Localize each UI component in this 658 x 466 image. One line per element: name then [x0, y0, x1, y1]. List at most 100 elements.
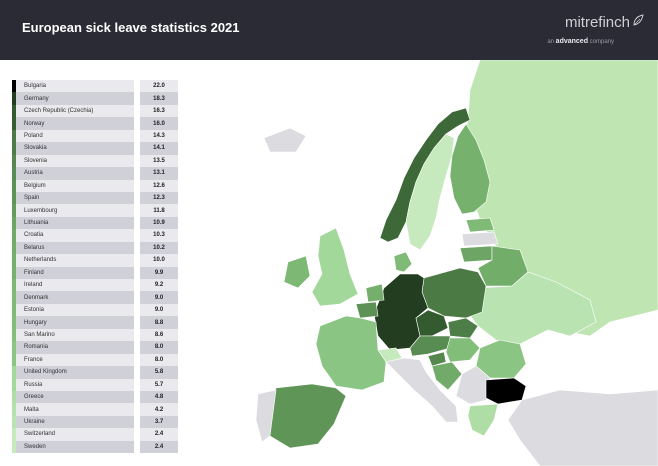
table-row: Ireland 9.2	[12, 279, 184, 292]
country-name: Austria	[16, 167, 134, 180]
country-name: Denmark	[16, 291, 134, 304]
country-name: Malta	[16, 403, 134, 416]
country-name: Sweden	[16, 440, 134, 454]
color-swatch	[12, 366, 16, 379]
country-france	[315, 315, 387, 391]
country-latvia	[461, 231, 499, 247]
color-swatch	[12, 341, 16, 354]
country-united-kingdom	[311, 227, 359, 307]
table-row: Belarus 10.2	[12, 241, 184, 255]
country-iceland	[263, 127, 307, 153]
color-swatch	[12, 167, 16, 180]
europe-map	[255, 60, 658, 466]
country-turkey	[507, 389, 658, 466]
color-swatch	[12, 378, 16, 391]
country-name: Norway	[16, 117, 134, 130]
header-bar: European sick leave statistics 2021 mitr…	[0, 0, 658, 60]
country-name: Belarus	[16, 241, 134, 255]
country-name: Greece	[16, 390, 134, 404]
sick-days-value: 4.2	[140, 403, 178, 416]
color-swatch	[12, 229, 16, 242]
table-row: Croatia 10.3	[12, 229, 184, 242]
country-name: Czech Republic (Czechia)	[16, 104, 134, 118]
table-row: Germany 18.3	[12, 92, 184, 105]
sick-days-value: 8.0	[140, 353, 178, 367]
table-row: Hungary 8.8	[12, 316, 184, 329]
table-row: Switzerland 2.4	[12, 428, 184, 441]
table-row: Slovakia 14.1	[12, 142, 184, 155]
country-name: Belgium	[16, 179, 134, 192]
table-row: Malta 4.2	[12, 403, 184, 416]
sick-days-value: 8.0	[140, 341, 178, 354]
table-row: Greece 4.8	[12, 390, 184, 404]
color-swatch	[12, 154, 16, 168]
color-swatch	[12, 216, 16, 230]
table-row: Austria 13.1	[12, 167, 184, 180]
color-swatch	[12, 328, 16, 342]
country-portugal	[255, 389, 277, 443]
country-name: Hungary	[16, 316, 134, 329]
country-lithuania	[459, 245, 493, 263]
table-row: Czech Republic (Czechia) 16.3	[12, 104, 184, 118]
table-row: Norway 16.0	[12, 117, 184, 130]
country-denmark	[393, 251, 413, 273]
sick-days-value: 9.2	[140, 279, 178, 292]
color-swatch	[12, 117, 16, 130]
country-slovenia	[427, 351, 447, 367]
color-swatch	[12, 428, 16, 441]
table-row: Belgium 12.6	[12, 179, 184, 192]
country-name: Ireland	[16, 279, 134, 292]
table-row: Slovenia 13.5	[12, 154, 184, 168]
country-name: Slovakia	[16, 142, 134, 155]
color-swatch	[12, 80, 16, 93]
table-row: Estonia 9.0	[12, 303, 184, 317]
sick-days-value: 9.9	[140, 266, 178, 279]
country-name: Estonia	[16, 303, 134, 317]
color-swatch	[12, 129, 16, 143]
sick-days-value: 12.6	[140, 179, 178, 192]
table-row: Poland 14.3	[12, 129, 184, 143]
country-croatia	[431, 361, 463, 391]
country-spain	[265, 383, 347, 449]
country-poland	[421, 267, 487, 319]
page-title: European sick leave statistics 2021	[22, 20, 240, 35]
sick-days-value: 10.9	[140, 216, 178, 230]
country-name: Finland	[16, 266, 134, 279]
sick-days-value: 4.8	[140, 390, 178, 404]
sick-days-value: 16.3	[140, 104, 178, 118]
country-name: Switzerland	[16, 428, 134, 441]
sick-days-value: 16.0	[140, 117, 178, 130]
sick-days-value: 22.0	[140, 80, 178, 93]
sick-days-value: 2.4	[140, 428, 178, 441]
sick-days-value: 3.7	[140, 415, 178, 429]
color-swatch	[12, 179, 16, 192]
country-hungary	[445, 337, 481, 363]
country-name: Luxembourg	[16, 204, 134, 217]
country-name: Poland	[16, 129, 134, 143]
table-row: Sweden 2.4	[12, 440, 184, 454]
table-row: Russia 5.7	[12, 378, 184, 391]
sick-days-value: 12.3	[140, 191, 178, 205]
country-name: Lithuania	[16, 216, 134, 230]
country-balkans	[455, 365, 491, 405]
sick-days-value: 14.3	[140, 129, 178, 143]
sick-days-value: 5.7	[140, 378, 178, 391]
country-estonia	[465, 217, 495, 233]
country-name: San Marino	[16, 328, 134, 342]
sick-days-value: 2.4	[140, 440, 178, 454]
sick-days-value: 10.3	[140, 229, 178, 242]
brand-logo-text: mitrefinch	[564, 14, 630, 31]
country-finland	[449, 123, 491, 215]
color-swatch	[12, 390, 16, 404]
country-ireland	[283, 255, 311, 289]
sick-days-value: 18.3	[140, 92, 178, 105]
country-name: Ukraine	[16, 415, 134, 429]
sick-days-value: 9.0	[140, 303, 178, 317]
color-swatch	[12, 204, 16, 217]
country-belarus	[477, 245, 529, 287]
brand-tagline: an advanced company	[547, 38, 614, 45]
country-name: Croatia	[16, 229, 134, 242]
country-belgium	[355, 301, 379, 319]
country-slovakia	[447, 317, 479, 339]
table-row: France 8.0	[12, 353, 184, 367]
